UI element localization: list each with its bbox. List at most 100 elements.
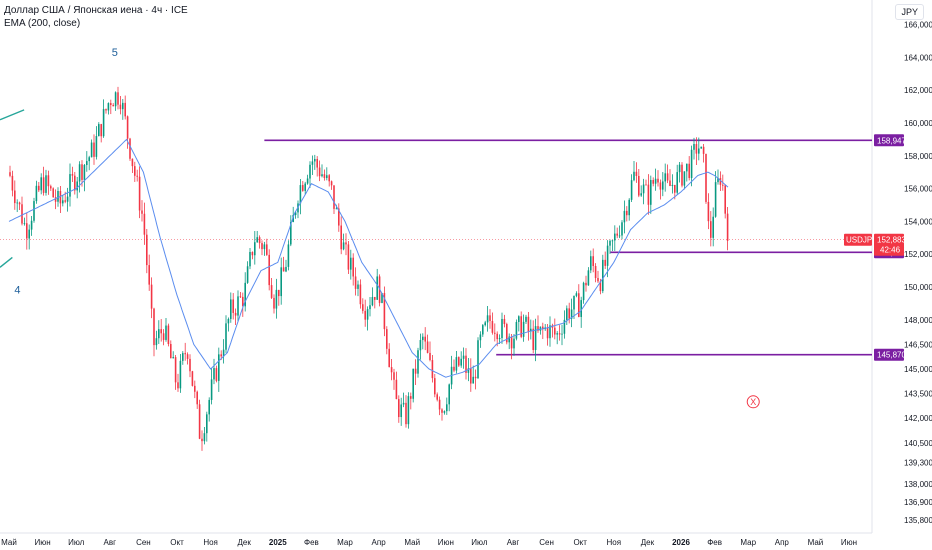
candle-body [678,164,681,173]
candle-body [47,175,50,187]
candle [630,174,633,203]
drawing-overlays[interactable]: 5 4 X [0,47,760,409]
candle-body [11,175,14,191]
candle [45,169,47,196]
candle-body [119,104,122,110]
level-tag-label: 158,947 [877,136,906,145]
candle-body [527,316,530,332]
candle [395,371,398,400]
candle [52,187,54,198]
candle-body [426,341,429,353]
candle-body [710,221,712,238]
candle [690,145,693,187]
candle [369,296,371,317]
x-tick-label: Фев [707,538,722,547]
candle [254,231,256,265]
time-axis[interactable]: Май Июн Июл Авг Сен Окт Ноя Дек 2025 Фев Мар Апр Май… [1,538,857,547]
candle [366,306,369,331]
candle-body [357,284,359,289]
candle-body [400,404,402,418]
candle [258,235,261,249]
candle-body [206,414,208,434]
candle [453,359,455,373]
candle [597,270,599,283]
candle-body [282,267,285,272]
candle [575,291,578,298]
candle-body [443,411,446,413]
y-tick-label: 142,000 [904,414,932,423]
candle-body [482,325,484,335]
candle-body [146,234,148,266]
candle [50,184,52,191]
candle [263,241,266,256]
candle [518,315,520,332]
candle-body [14,190,16,204]
candle [455,351,458,374]
projection-marker-circle [746,395,760,409]
horizontal-levels[interactable] [0,139,872,356]
candle [138,166,141,219]
candle-body [237,296,239,316]
candle-body [170,344,172,359]
candle [165,317,167,342]
candle [405,395,407,428]
candle-body [494,332,496,334]
candle-body [616,233,618,236]
candle [172,351,174,359]
candle-body [244,282,246,307]
x-tick-label: Окт [170,538,184,547]
x-tick-label: 2026 [672,538,690,547]
price-axis[interactable]: 135,800 136,900 138,000 139,300 140,500 142,0… [904,21,932,525]
candle [594,263,597,283]
candle-body [518,316,520,322]
candle [275,278,278,319]
candle-body [328,175,330,182]
candle [645,179,647,186]
candle [215,365,218,383]
candle [134,161,136,182]
candle [100,123,102,143]
indicator-label[interactable]: EMA (200, close) [4,18,81,29]
candle [38,182,40,193]
candle [429,341,431,362]
candle [419,333,422,360]
currency-button[interactable]: JPY [895,4,924,20]
x-tick-label: Авг [104,538,117,547]
candle [460,351,462,368]
level-tag-bg [874,348,904,361]
candle [664,163,666,192]
candle [621,220,623,240]
candle [489,309,491,329]
candle-body [662,181,664,190]
candle-body [417,350,419,374]
symbol-title[interactable]: Доллар США / Японская иена · 4ч · ICE [4,5,188,16]
candle-body [659,182,662,190]
candle [436,392,438,402]
y-tick-label: 135,800 [904,516,932,525]
candle-body [434,378,436,395]
candle [626,206,628,222]
candle-body [333,185,335,209]
candle-body [143,213,146,235]
candle [647,174,650,215]
candle-body [215,368,218,381]
candle-body [453,366,455,371]
candle [167,323,170,347]
candle [345,233,347,256]
candle-body [429,352,431,361]
candle-body [42,177,45,193]
candle [503,314,506,328]
candle-body [484,322,486,326]
candle-body [107,103,110,111]
trend-line[interactable] [0,109,25,121]
candle-body [465,355,467,373]
y-tick-label: 156,000 [904,185,932,194]
y-tick-label: 166,000 [904,21,932,30]
candle [539,326,542,335]
candle-body [515,321,518,339]
candle-body [573,295,575,310]
candle [290,215,292,247]
trend-line[interactable] [0,256,13,268]
candle [669,169,671,187]
